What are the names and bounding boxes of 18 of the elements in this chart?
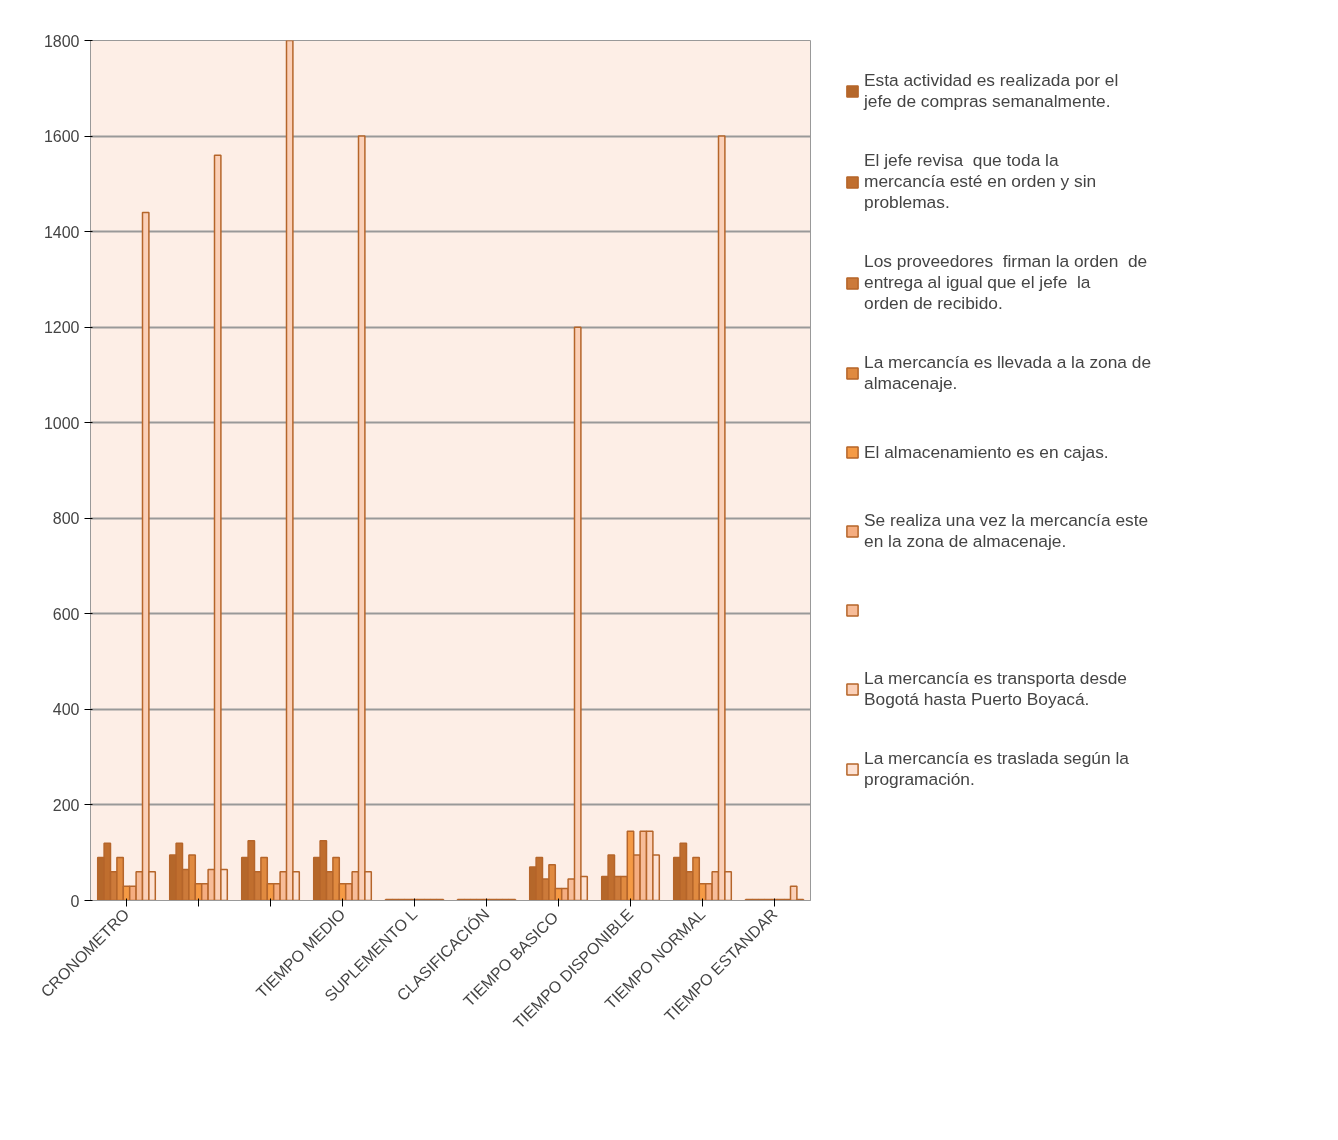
y-tick-label: 1800 [43, 32, 80, 50]
legend-label: Esta actividad es realizada por el jefe de compras semanalmente. [864, 70, 1119, 112]
legend-label: Los proveedores firman la orden de entrega al igual que el jefe la orden de recibido. [864, 251, 1148, 314]
y-tick-label: 1400 [43, 223, 80, 241]
y-tick-label: 1600 [43, 128, 80, 146]
y-tick-label: 1200 [43, 319, 80, 337]
y-tick-label: 800 [52, 510, 80, 528]
legend-label: La mercancía es transporta desde Bogotá hasta Puerto Boyacá. [864, 668, 1127, 710]
legend-label: El almacenamiento es en cajas. [864, 440, 1109, 464]
y-tick-label: 600 [52, 605, 80, 623]
y-tick-label: 1000 [43, 414, 80, 432]
y-tick-label: 400 [52, 701, 80, 719]
y-tick-label: 200 [52, 796, 80, 814]
legend-label: La mercancía es llevada a la zona de almacenaje. [864, 352, 1152, 394]
legend-label: La mercancía es traslada según la programación. [864, 748, 1129, 790]
y-tick-label: 0 [70, 892, 80, 910]
legend-label: El jefe revisa que toda la mercancía esté en orden y sin problemas. [864, 150, 1097, 213]
legend-label: Se realiza una vez la mercancía este en la zona de almacenaje. [864, 510, 1149, 552]
